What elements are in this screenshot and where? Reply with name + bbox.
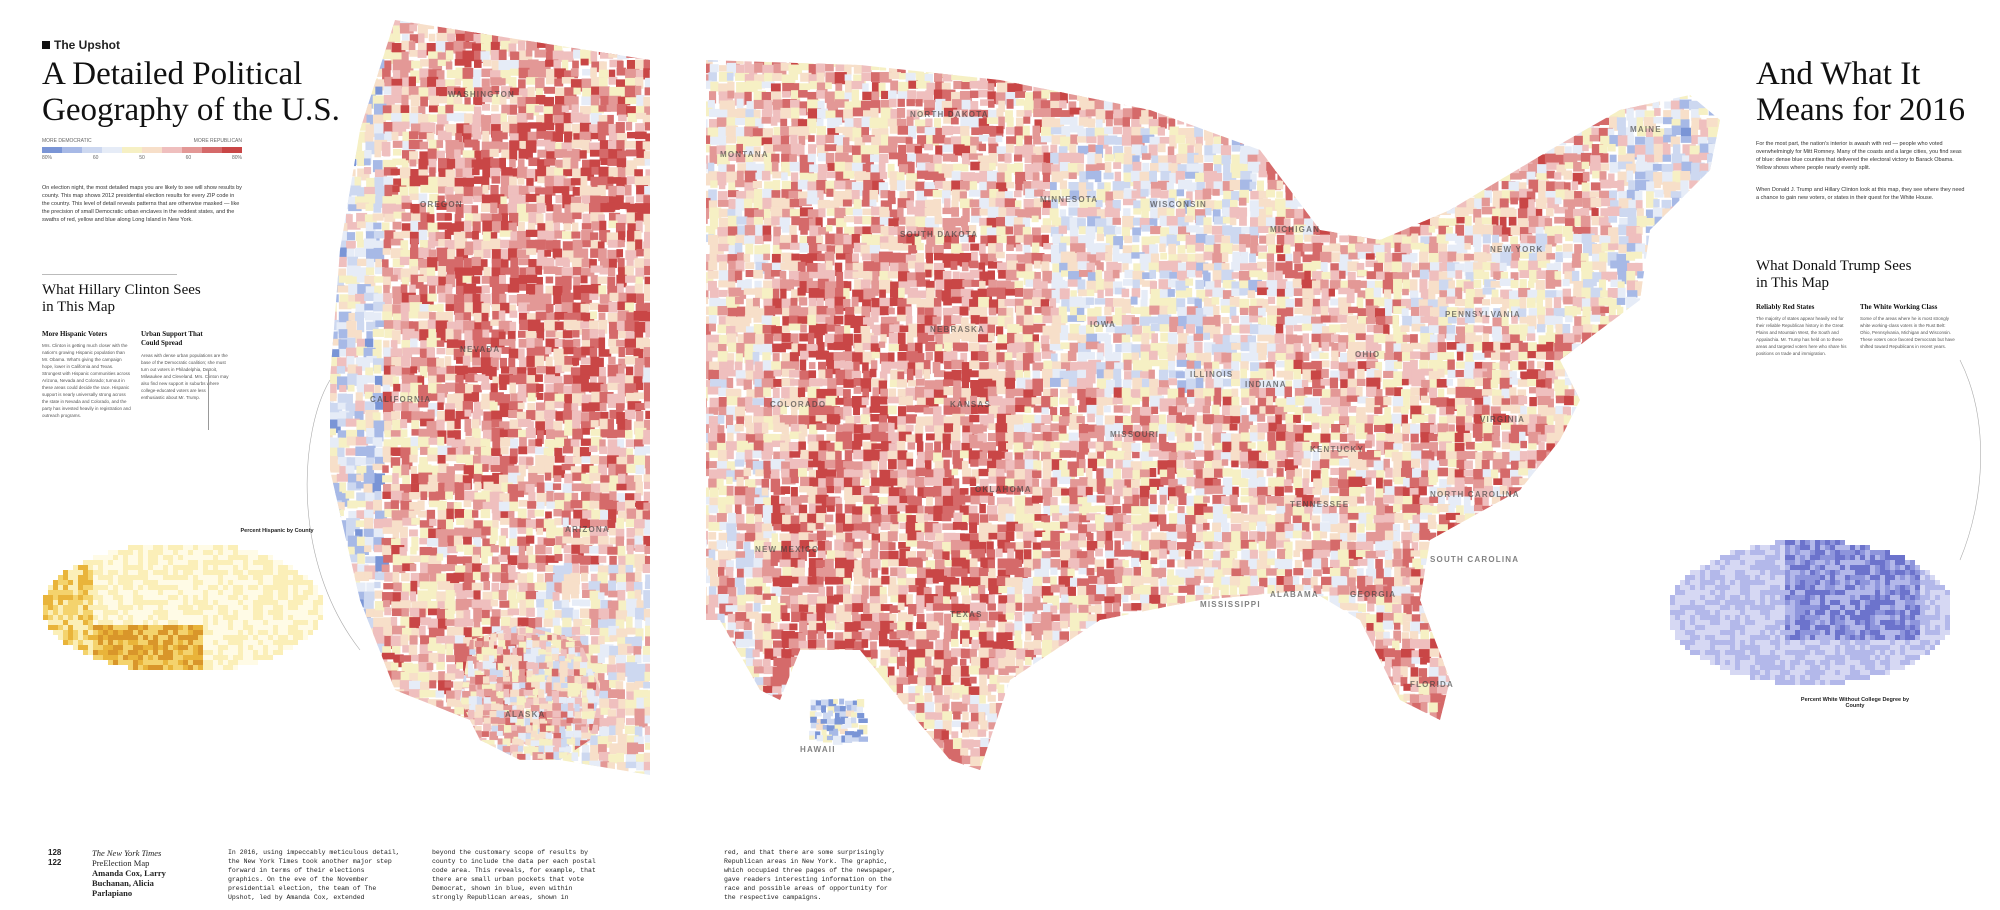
state-label: MISSOURI: [1110, 430, 1160, 439]
footer-col-3: red, and that there are some surprisingl…: [724, 849, 896, 901]
legend-swatch: [62, 147, 82, 153]
state-label: VIRGINIA: [1480, 415, 1526, 424]
state-label: OREGON: [420, 200, 463, 209]
legend-swatch: [42, 147, 62, 153]
state-label: COLORADO: [770, 400, 827, 409]
state-label: MISSISSIPPI: [1200, 600, 1261, 609]
trump-col2-text: Some of the areas where he is most stron…: [1860, 316, 1955, 349]
clinton-heading: What Hillary Clinton Sees in This Map: [42, 282, 201, 315]
page-numbers: 128 122: [48, 848, 62, 867]
hispanic-inset-map: [43, 545, 323, 670]
leader-line-left: [208, 370, 209, 430]
clinton-col2-head: Urban Support That Could Spread: [141, 330, 203, 347]
white-no-college-inset-map: [1670, 540, 1950, 685]
legend-swatch: [202, 147, 222, 153]
vote-margin-legend: MORE DEMOCRATIC MORE REPUBLICAN 80% 60 50 6…: [42, 138, 242, 161]
state-label: PENNSYLVANIA: [1445, 310, 1521, 319]
state-label: MINNESOTA: [1040, 195, 1099, 204]
legend-percent: 60: [185, 155, 192, 161]
state-label: MAINE: [1630, 125, 1662, 134]
right-intro-paragraph: For the most part, the nation's interior…: [1756, 141, 1962, 171]
legend-swatch: [222, 147, 242, 153]
state-label: KANSAS: [950, 400, 991, 409]
legend-percent: 50: [139, 155, 145, 161]
state-label: NORTH CAROLINA: [1430, 490, 1520, 499]
state-label: TEXAS: [950, 610, 983, 619]
clinton-col2-text: Areas with dense urban populations are t…: [141, 353, 229, 400]
state-label: GEORGIA: [1350, 590, 1397, 599]
trump-col2-head: The White Working Class: [1860, 303, 1938, 311]
state-label: HAWAII: [800, 745, 836, 754]
state-label: NEW MEXICO: [755, 545, 820, 554]
legend-color-bar: [42, 147, 242, 153]
state-label: ALABAMA: [1270, 590, 1319, 599]
legend-swatch: [142, 147, 162, 153]
state-label: NEBRASKA: [930, 325, 985, 334]
legend-swatch: [162, 147, 182, 153]
state-label: WASHINGTON: [448, 90, 515, 99]
inset-left-title: Percent Hispanic by County: [240, 528, 314, 534]
state-label: FLORIDA: [1410, 680, 1454, 689]
legend-swatch: [102, 147, 122, 153]
leader-curve-left: [306, 379, 361, 651]
legend-right-label: MORE REPUBLICAN: [193, 138, 242, 144]
state-label: NORTH DAKOTA: [910, 110, 989, 119]
trump-col1-text: The majority of states appear heavily re…: [1756, 316, 1847, 356]
credits: The New York Times PreElection Map Amand…: [92, 848, 192, 898]
page-gutter: [650, 0, 706, 830]
hawaii-inset: [809, 698, 869, 745]
project-name: PreElection Map: [92, 858, 150, 868]
state-label: WISCONSIN: [1150, 200, 1208, 209]
main-map-panel: [706, 60, 1720, 770]
upshot-logo: The Upshot: [42, 38, 120, 52]
trump-heading: What Donald Trump Sees in This Map: [1756, 258, 1912, 291]
state-label: ALASKA: [505, 710, 546, 719]
legend-swatch: [122, 147, 142, 153]
publication: The New York Times: [92, 848, 162, 858]
inset-right-title: Percent White Without College Degree by …: [1800, 697, 1910, 709]
clinton-col1-text: Mrs. Clinton is getting much closer with…: [42, 343, 131, 418]
authors: Amanda Cox, Larry Buchanan, Alicia Parla…: [92, 868, 166, 898]
state-label: MICHIGAN: [1270, 225, 1321, 234]
section-rule-left: [42, 274, 177, 275]
legend-percent: 80%: [231, 155, 242, 161]
state-label: MONTANA: [720, 150, 769, 159]
legend-percent-labels: 80% 60 50 60 80%: [42, 155, 242, 161]
state-label: OKLAHOMA: [975, 485, 1032, 494]
right-intro-paragraph-2: When Donald J. Trump and Hillary Clinton…: [1756, 187, 1965, 201]
trump-col1-head: Reliably Red States: [1756, 303, 1815, 311]
legend-percent: 80%: [42, 155, 53, 161]
legend-percent: 60: [92, 155, 99, 161]
state-label: CALIFORNIA: [370, 395, 432, 404]
intro-paragraph: On election night, the most detailed map…: [42, 185, 242, 223]
state-label: TENNESSEE: [1290, 500, 1350, 509]
state-label: KENTUCKY: [1310, 445, 1365, 454]
footer-col-2: beyond the customary scope of results by…: [432, 849, 596, 901]
brand-name: The Upshot: [54, 38, 120, 52]
right-title: And What It Means for 2016: [1756, 56, 1965, 128]
clinton-col1-head: More Hispanic Voters: [42, 330, 108, 338]
state-label: SOUTH CAROLINA: [1430, 555, 1520, 564]
footer-col-1: In 2016, using impeccably meticulous det…: [228, 849, 400, 901]
left-title: A Detailed Political Geography of the U.…: [42, 56, 340, 128]
state-label: ARIZONA: [565, 525, 610, 534]
state-label: SOUTH DAKOTA: [900, 230, 979, 239]
state-label: OHIO: [1355, 350, 1381, 359]
leader-curve-right: [1959, 359, 1981, 561]
legend-swatch: [82, 147, 102, 153]
state-label: INDIANA: [1245, 380, 1287, 389]
legend-swatch: [182, 147, 202, 153]
state-label: IOWA: [1090, 320, 1117, 329]
state-label: NEVADA: [460, 345, 501, 354]
legend-left-label: MORE DEMOCRATIC: [42, 138, 92, 144]
upshot-square-icon: [42, 41, 50, 49]
state-label: ILLINOIS: [1190, 370, 1234, 379]
state-label: NEW YORK: [1490, 245, 1544, 254]
